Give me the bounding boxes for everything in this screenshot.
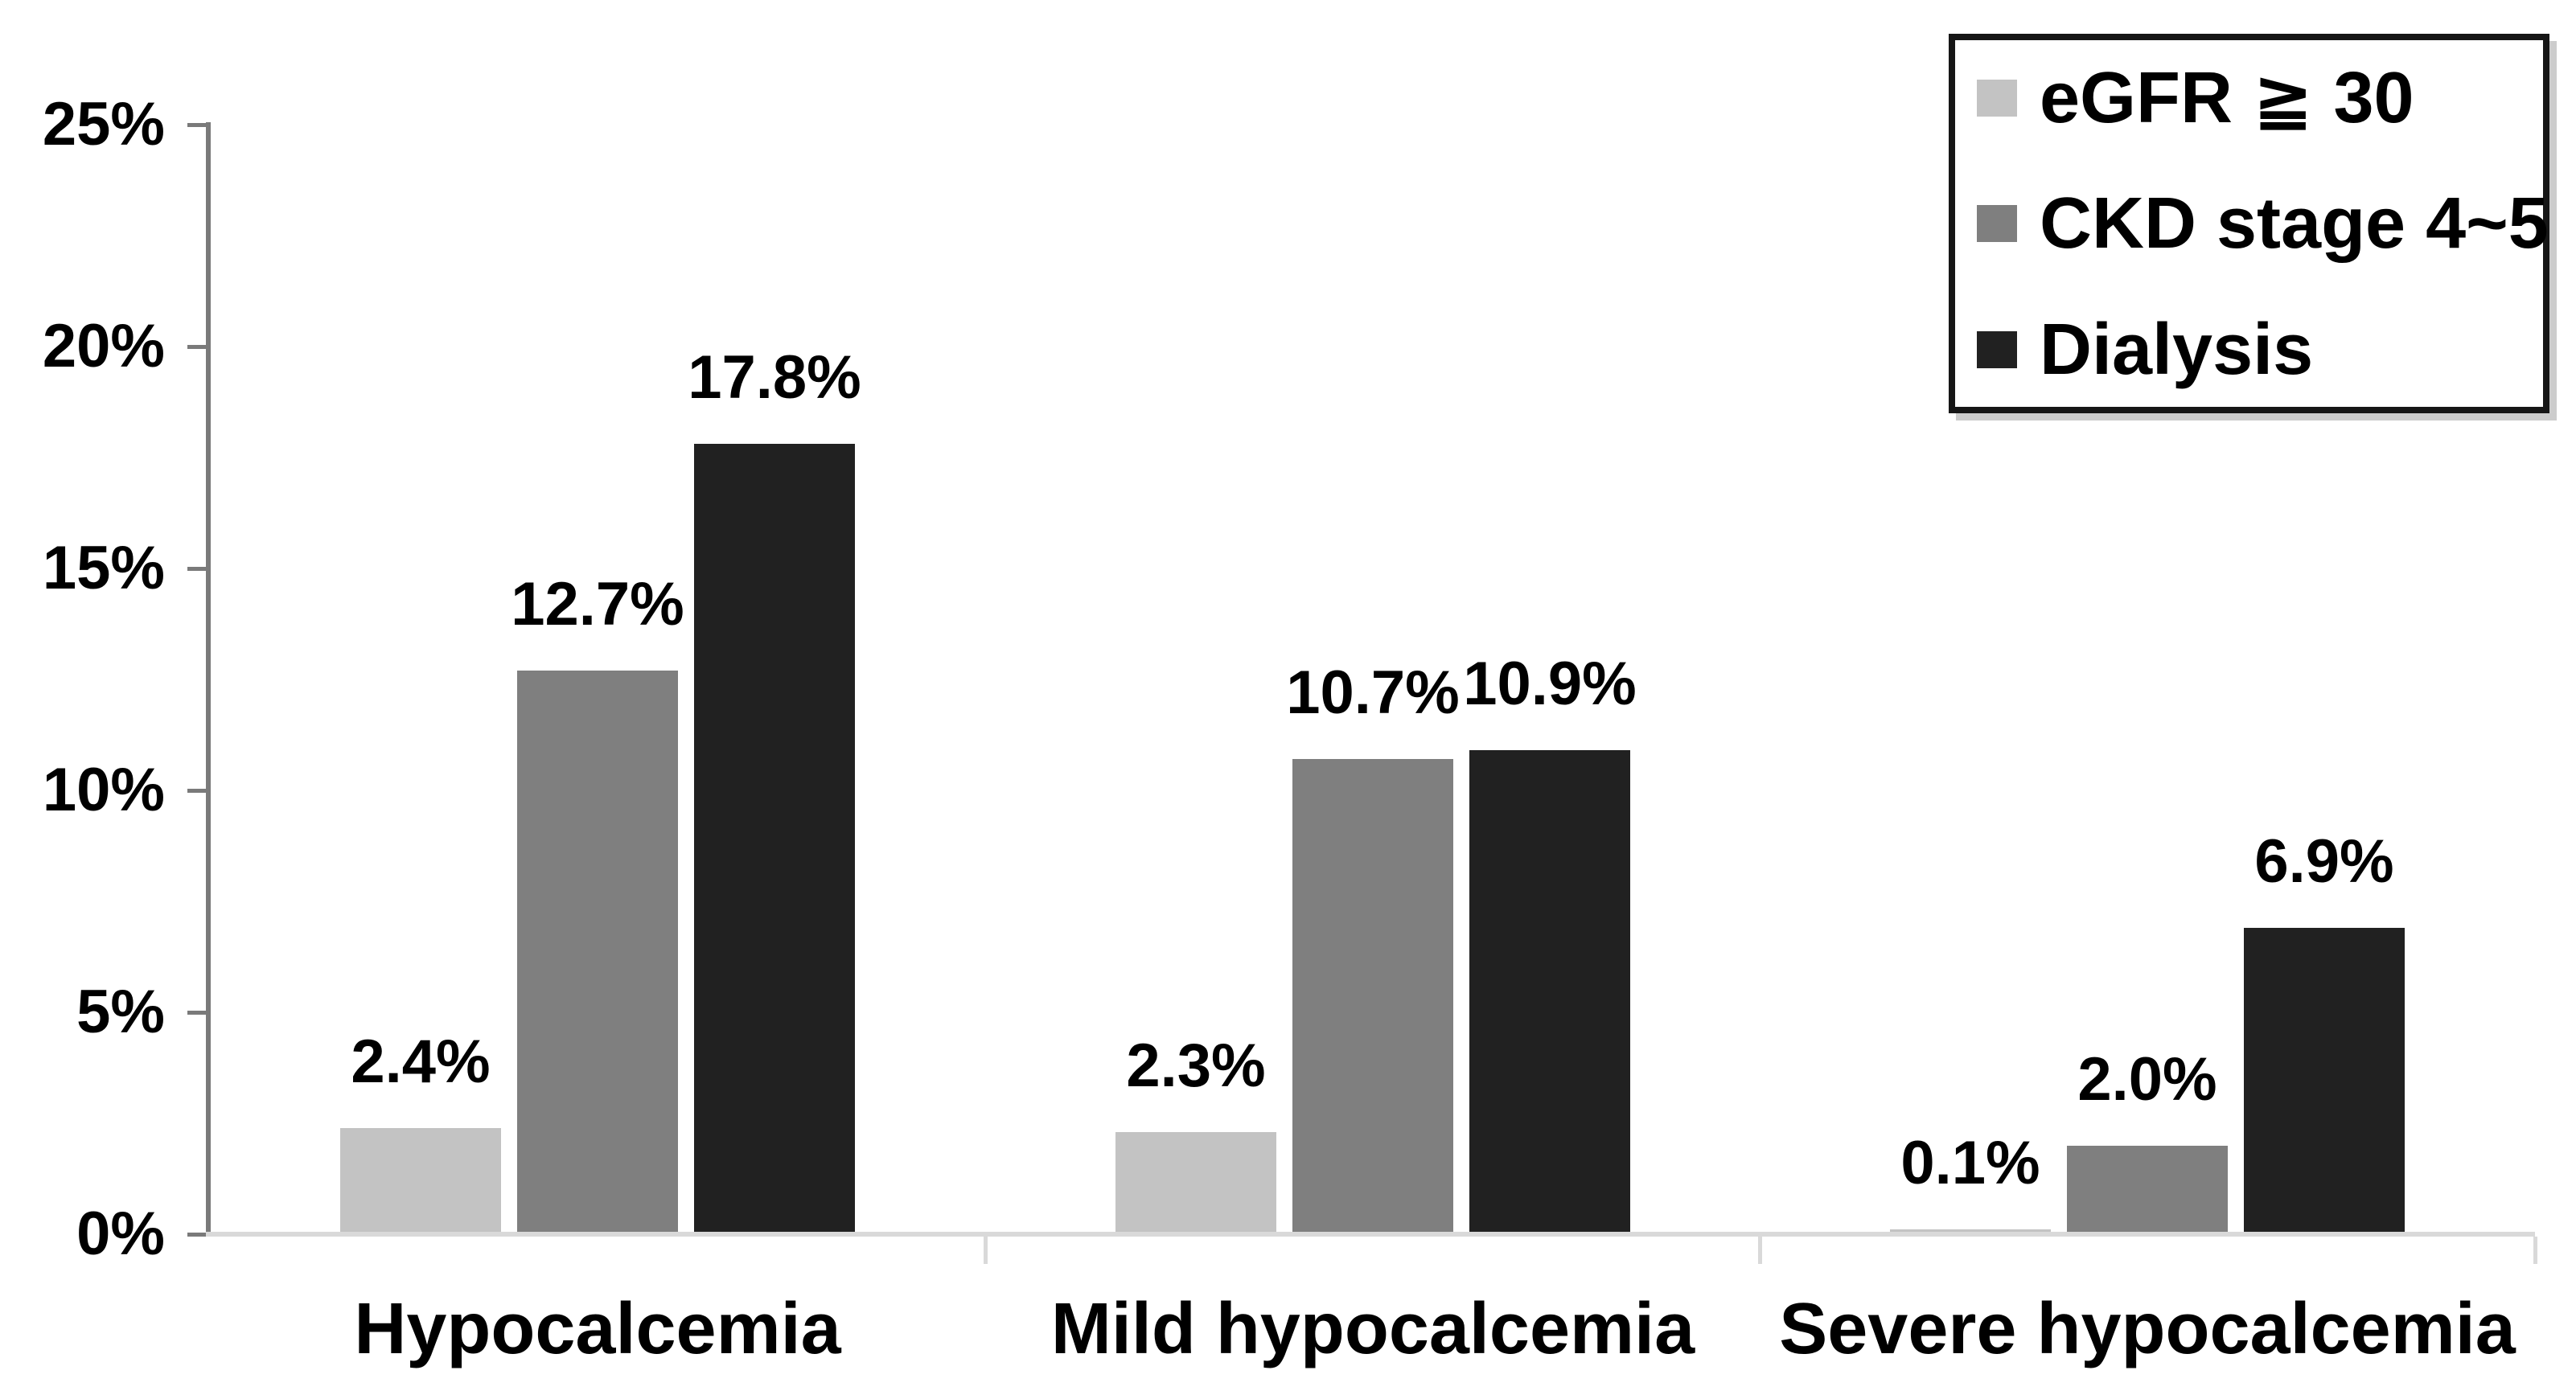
legend-item-egfr-30: eGFR ≧ 30: [1977, 54, 2414, 142]
y-axis-tick: [187, 789, 210, 793]
legend-label: CKD stage 4~5: [2040, 183, 2549, 264]
bar-ckd-stage-4-5-severe-hypocalcemia: [2067, 1146, 2228, 1234]
bar-dialysis-hypocalcemia: [694, 444, 855, 1234]
bar-egfr-30-hypocalcemia: [340, 1128, 501, 1234]
bar-value-label: 2.4%: [351, 1028, 491, 1096]
y-axis-tick-label: 10%: [42, 756, 165, 824]
bar-value-label: 10.7%: [1286, 659, 1460, 727]
legend-label: eGFR ≧ 30: [2040, 58, 2414, 138]
bar-dialysis-severe-hypocalcemia: [2244, 928, 2405, 1234]
y-axis-tick: [187, 123, 210, 127]
y-axis-tick-label: 20%: [42, 312, 165, 380]
legend-label: Dialysis: [2040, 310, 2314, 390]
x-axis-tick: [984, 1237, 988, 1264]
bar-value-label: 10.9%: [1463, 650, 1637, 718]
y-axis-tick-label: 15%: [42, 534, 165, 602]
bar-value-label: 2.3%: [1126, 1032, 1266, 1100]
bar-value-label: 12.7%: [511, 570, 684, 638]
bar-ckd-stage-4-5-hypocalcemia: [517, 671, 678, 1234]
y-axis-tick: [187, 567, 210, 571]
legend-swatch-ckd-stage-4-5: [1977, 205, 2017, 242]
bar-value-label: 2.0%: [2077, 1045, 2217, 1114]
x-axis-category-label: Mild hypocalcemia: [1050, 1289, 1695, 1369]
bar-egfr-30-mild-hypocalcemia: [1115, 1132, 1276, 1234]
legend-item-dialysis: Dialysis: [1977, 306, 2313, 394]
bar-value-label: 0.1%: [1900, 1129, 2040, 1197]
x-axis-tick: [1758, 1237, 1762, 1264]
legend-item-ckd-stage-4-5: CKD stage 4~5: [1977, 179, 2549, 268]
bar-value-label: 17.8%: [688, 343, 861, 412]
x-axis-category-label: Severe hypocalcemia: [1779, 1289, 2516, 1369]
bar-dialysis-mild-hypocalcemia: [1469, 750, 1630, 1234]
y-axis-tick: [187, 345, 210, 349]
bar-value-label: 6.9%: [2254, 827, 2394, 896]
x-axis-line: [206, 1232, 2535, 1237]
y-axis-tick: [187, 1011, 210, 1015]
legend-swatch-egfr-30: [1977, 80, 2017, 117]
y-axis-tick-label: 5%: [76, 978, 165, 1046]
bar-ckd-stage-4-5-mild-hypocalcemia: [1292, 759, 1453, 1234]
legend-swatch-dialysis: [1977, 331, 2017, 368]
y-axis-tick-label: 25%: [42, 90, 165, 158]
y-axis-tick-label: 0%: [76, 1200, 165, 1268]
y-axis-line: [206, 122, 211, 1237]
y-axis-tick: [187, 1233, 210, 1237]
x-axis-category-label: Hypocalcemia: [354, 1289, 841, 1369]
legend: eGFR ≧ 30 CKD stage 4~5 Dialysis: [1949, 34, 2549, 413]
x-axis-tick: [2533, 1237, 2537, 1264]
